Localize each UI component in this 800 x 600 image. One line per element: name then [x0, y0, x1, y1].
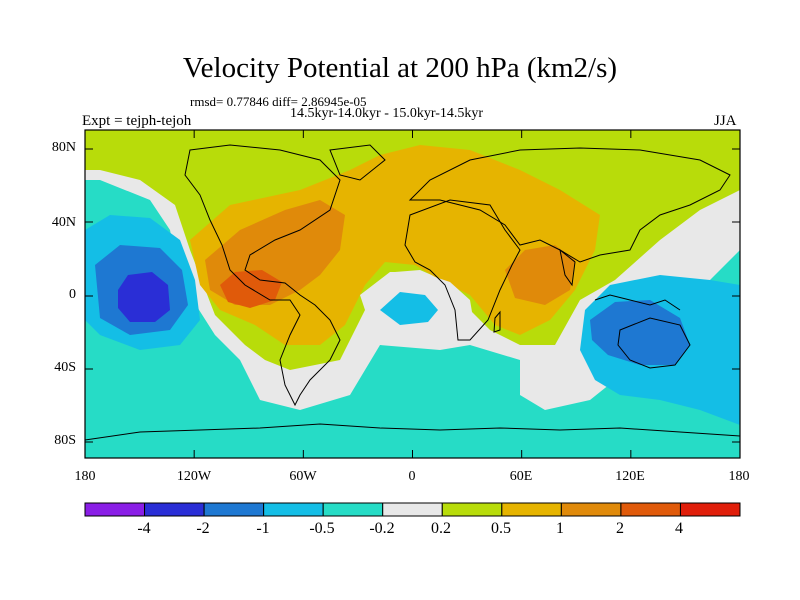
colorbar-swatch [620, 502, 681, 517]
colorbar-label: -1 [256, 520, 270, 537]
lon-tick-label: 0 [408, 469, 416, 484]
colorbar-swatch [144, 502, 205, 517]
colorbar-swatch [441, 502, 503, 517]
colorbar-label: 1 [556, 520, 564, 537]
lat-tick-label: 40S [54, 360, 76, 375]
colorbar-label: -0.5 [309, 520, 335, 537]
colorbar-label: 0.2 [431, 520, 451, 537]
lat-tick-label: 80N [51, 140, 76, 155]
colorbar-swatch [203, 502, 265, 517]
lon-tick-label: 180 [74, 469, 96, 484]
coastline-north-america [184, 144, 341, 407]
coastline-antarctica [85, 423, 740, 441]
colorbar-swatch [560, 502, 622, 517]
lat-tick-label: 80S [54, 433, 76, 448]
coastline-india [559, 248, 576, 287]
coastline-greenland [329, 144, 386, 181]
negative-indopacific-mid [590, 300, 690, 365]
coastline-madagascar [493, 310, 501, 333]
colorbar [84, 502, 741, 517]
colorbar-swatch [382, 502, 443, 517]
stats-line: rmsd= 0.77846 diff= 2.86945e-05 [190, 94, 367, 109]
contour-field [85, 130, 740, 458]
axis-ticks [84, 130, 741, 458]
colorbar-label: -4 [137, 520, 151, 537]
colorbar-swatch [84, 502, 146, 517]
southern-ocean [85, 412, 740, 458]
colorbar-swatch [263, 502, 324, 517]
lon-tick-label: 120W [176, 469, 212, 484]
colorbar-label: 0.5 [491, 520, 511, 537]
positive-region-strong-africa [505, 245, 575, 305]
colorbar-label: -2 [196, 520, 210, 537]
negative-pacific-strong [118, 272, 170, 322]
coastline-maritime-continent [594, 294, 681, 311]
season-label: JJA [714, 113, 737, 129]
colorbar-label: 4 [675, 520, 683, 537]
coastlines [85, 144, 740, 441]
colorbar-swatch [679, 502, 741, 517]
lon-tick-label: 180 [728, 469, 750, 484]
lon-tick-label: 120E [615, 469, 645, 484]
colorbar-swatch [501, 502, 562, 517]
lat-tick-label: 40N [51, 215, 76, 230]
lon-tick-label: 60E [509, 469, 533, 484]
lon-tick-label: 60W [289, 469, 317, 484]
experiment-label: Expt = tejph-tejoh [82, 113, 192, 129]
colorbar-label: 2 [616, 520, 624, 537]
coastline-africa [404, 199, 521, 341]
lat-tick-label: 0 [69, 287, 76, 302]
colorbar-swatch [322, 502, 384, 517]
negative-atlantic [380, 292, 438, 325]
map-title: Velocity Potential at 200 hPa (km2/s) [182, 52, 618, 84]
coastline-australia [617, 317, 691, 369]
map-subtitle: 14.5kyr-14.0kyr - 15.0kyr-14.5kyr [290, 106, 484, 121]
coastline-eurasia [408, 147, 731, 263]
colorbar-label: -0.2 [369, 520, 395, 537]
